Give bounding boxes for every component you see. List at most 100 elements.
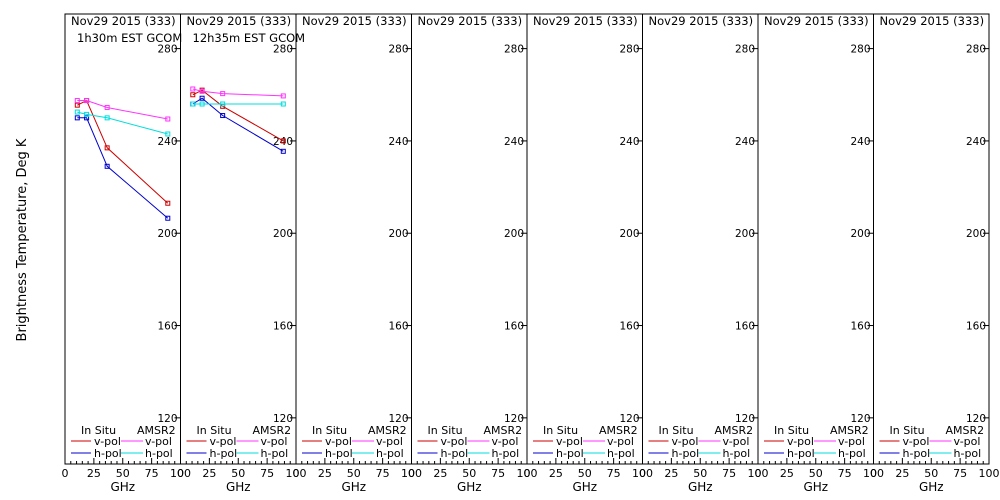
legend-insitu-h-label: h-pol [787,447,815,460]
y-tick-label: 240 [966,136,986,148]
data-point-amsr2_h [165,131,171,137]
y-tick-label: 240 [157,136,177,148]
data-point-insitu_v [190,92,196,98]
y-tick-label: 200 [619,228,639,240]
x-tick-label: 100 [632,467,653,480]
legend-amsr2-title: AMSR2 [368,424,407,437]
panel-title: Nov29 2015 (333) [764,14,869,28]
legend-amsr2-title: AMSR2 [715,424,754,437]
y-tick-label: 200 [504,228,524,240]
legend-amsr2-h-label: h-pol [376,447,404,460]
series-line-insitu_h [192,97,284,152]
legend-insitu-v-label: v-pol [94,435,121,448]
data-point-amsr2_v [74,98,80,104]
x-tick-label: 75 [722,467,736,480]
x-tick-label: 75 [838,467,852,480]
legend-amsr2-h-label: h-pol [954,447,982,460]
legend-insitu-v-label: v-pol [441,435,468,448]
data-point-insitu_h [74,115,80,121]
x-tick-label: 75 [491,467,505,480]
legend-amsr2-v-label: v-pol [723,435,750,448]
x-tick-label: 100 [401,467,422,480]
legend-amsr2-v-label: v-pol [145,435,172,448]
legend-insitu-title: In Situ [428,424,463,437]
legend-insitu-v-label: v-pol [556,435,583,448]
y-tick-label: 120 [157,413,177,425]
y-tick-label: 280 [850,44,870,56]
y-tick-label: 120 [966,413,986,425]
x-tick-label: 100 [286,467,307,480]
x-tick-label: 25 [318,467,332,480]
data-point-amsr2_h [220,101,226,107]
x-tick-label: 0 [870,467,877,480]
legend-amsr2-title: AMSR2 [137,424,176,437]
legend-amsr2-title: AMSR2 [946,424,985,437]
legend-insitu-title: In Situ [197,424,232,437]
x-tick-label: 25 [433,467,447,480]
data-point-amsr2_v [280,93,286,99]
x-tick-label: 75 [953,467,967,480]
x-tick-label: 50 [116,467,130,480]
y-tick-label: 280 [619,44,639,56]
data-point-amsr2_v [104,104,110,110]
x-axis-label: GHz [226,480,251,494]
legend-amsr2-h-label: h-pol [492,447,520,460]
legend-insitu-v-label: v-pol [672,435,699,448]
legend-amsr2-v-label: v-pol [607,435,634,448]
x-tick-label: 50 [924,467,938,480]
y-tick-label: 120 [850,413,870,425]
x-tick-label: 0 [177,467,184,480]
data-point-amsr2_h [84,111,90,117]
legend-amsr2-h-label: h-pol [607,447,635,460]
y-tick-label: 280 [735,44,755,56]
panel-title: Nov29 2015 (333) [418,14,523,28]
x-axis-label: GHz [572,480,597,494]
y-tick-label: 240 [273,136,293,148]
x-tick-label: 50 [462,467,476,480]
legend-insitu-v-label: v-pol [210,435,237,448]
legend-amsr2-h-label: h-pol [723,447,751,460]
data-point-amsr2_v [84,98,90,104]
legend-insitu-h-label: h-pol [325,447,353,460]
x-axis-label: GHz [110,480,135,494]
series-line-insitu_v [77,99,169,204]
panel-title: Nov29 2015 (333) [71,14,176,28]
data-point-insitu_v [74,102,80,108]
series-line-amsr2_v [192,88,284,97]
data-point-insitu_v [165,200,171,206]
legend-amsr2-h-label: h-pol [261,447,289,460]
y-tick-label: 200 [273,228,293,240]
data-point-amsr2_v [165,116,171,122]
panel-2: Nov29 2015 (333) 12h35m EST GCOM 120 160 200… [177,13,307,494]
panel-title: Nov29 2015 (333) [880,14,985,28]
y-tick-label: 240 [850,136,870,148]
legend-insitu-h-label: h-pol [672,447,700,460]
y-tick-label: 280 [966,44,986,56]
data-point-amsr2_v [190,86,196,92]
legend-amsr2-title: AMSR2 [253,424,292,437]
x-axis-label: GHz [341,480,366,494]
panel-8: Nov29 2015 (333) 120 160 200 240 280 0 25 50 75 10… [870,13,1000,494]
legend-insitu-title: In Situ [659,424,694,437]
x-tick-label: 0 [293,467,300,480]
x-tick-label: 0 [62,467,69,480]
x-tick-label: 100 [170,467,191,480]
y-axis-label: Brightness Temperature, Deg K [15,138,30,341]
panel-title: Nov29 2015 (333) [649,14,754,28]
panel-5: Nov29 2015 (333) 120 160 200 240 280 0 25 50 75 10… [524,13,653,494]
series-line-amsr2_h [77,111,168,135]
legend-insitu-title: In Situ [890,424,925,437]
y-tick-label: 120 [619,413,639,425]
y-tick-label: 120 [735,413,755,425]
y-tick-label: 240 [388,136,408,148]
y-tick-label: 120 [504,413,524,425]
x-tick-label: 0 [524,467,531,480]
y-tick-label: 120 [388,413,408,425]
x-tick-label: 75 [145,467,159,480]
y-tick-label: 160 [850,321,870,333]
x-tick-label: 75 [607,467,621,480]
panel-6: Nov29 2015 (333) 120 160 200 240 280 0 25 50 75 10… [639,13,769,494]
y-tick-label: 160 [273,321,293,333]
